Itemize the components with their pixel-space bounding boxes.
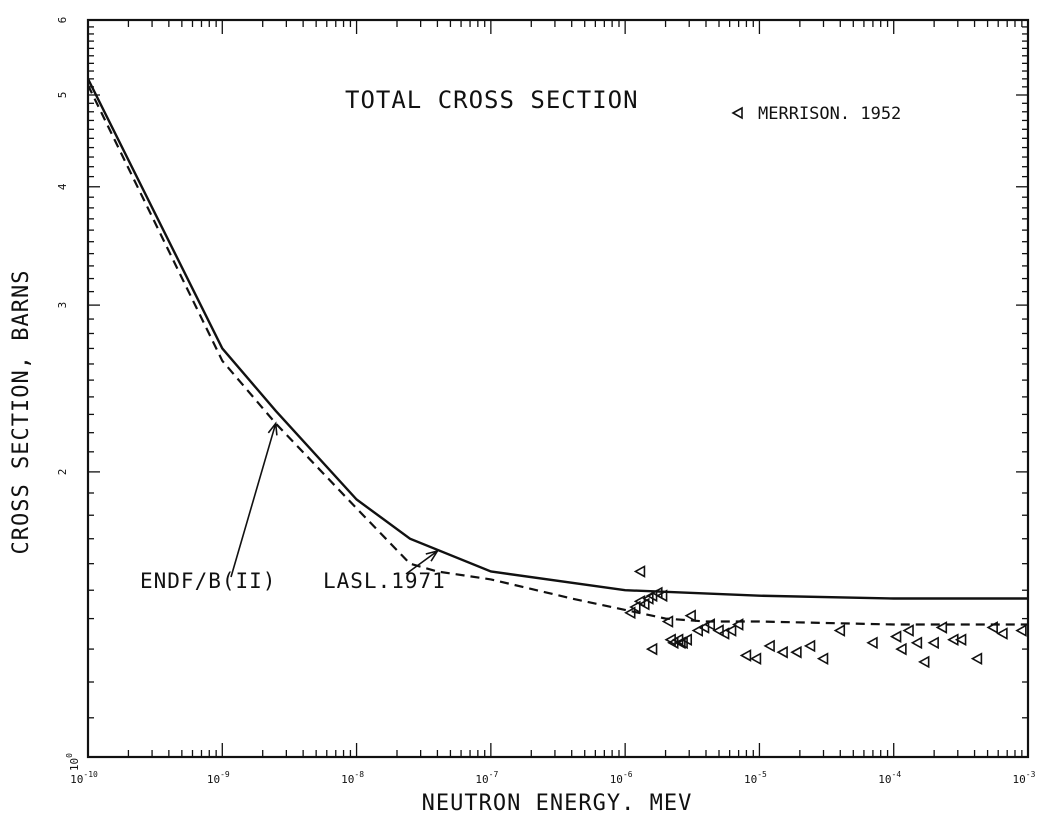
- merrison-data-point: [633, 565, 646, 578]
- x-tick-label: 10-4: [878, 770, 901, 786]
- x-tick-label: 10-6: [610, 770, 633, 786]
- annotation-lasl-1971: LASL.1971: [323, 569, 446, 593]
- merrison-data-point: [776, 645, 788, 659]
- merrison-data-point: [866, 636, 878, 650]
- annotations: ENDF/B(II) LASL.1971: [140, 421, 446, 593]
- y-tick-label: 5: [56, 92, 69, 99]
- merrison-data-point: [816, 652, 829, 666]
- merrison-data-point: [803, 639, 816, 653]
- series-line-lasl-1971: [87, 84, 1028, 626]
- x-tick-label: 10-9: [207, 770, 230, 786]
- data-markers: [624, 565, 1027, 669]
- merrison-data-point: [680, 633, 693, 647]
- series-line-endf-b-ii: [86, 78, 1028, 600]
- merrison-data-point: [918, 655, 930, 669]
- axis-ticks: [87, 19, 1028, 757]
- annotation-arrow: [230, 423, 277, 578]
- plot-frame: [86, 18, 1030, 759]
- merrison-data-point: [954, 633, 967, 647]
- x-tick-label: 10-10: [70, 770, 98, 786]
- x-tick-label: 10-5: [744, 770, 767, 786]
- merrison-data-point: [717, 627, 730, 640]
- chart-title: TOTAL CROSS SECTION: [345, 86, 639, 114]
- merrison-data-point: [910, 636, 923, 650]
- merrison-data-point: [664, 633, 676, 647]
- merrison-data-point: [691, 624, 704, 637]
- merrison-data-point: [661, 615, 674, 628]
- merrison-data-point: [895, 642, 907, 656]
- legend-marker-merrison-icon: [731, 106, 743, 120]
- merrison-data-point: [889, 630, 902, 643]
- x-tick-label: 10-7: [475, 770, 498, 786]
- merrison-data-point: [731, 618, 744, 631]
- merrison-data-point: [970, 652, 983, 666]
- axis-tick-labels: 10-10 10-9 10-8 10-7 10-6 10-5 10-4 10-3 100 2 3 4 5…: [56, 17, 1036, 786]
- merrison-data-point: [674, 636, 686, 650]
- y-axis-label: CROSS SECTION, BARNS: [9, 270, 34, 555]
- y-tick-label: 6: [56, 17, 69, 24]
- merrison-data-point: [833, 624, 846, 637]
- legend-label-merrison: MERRISON. 1952: [758, 104, 901, 124]
- y-tick-label: 3: [56, 302, 69, 309]
- arrow-head-icon: [425, 549, 440, 562]
- merrison-data-point: [645, 642, 658, 656]
- merrison-data-point: [790, 645, 802, 659]
- x-tick-label: 10-8: [341, 770, 364, 786]
- x-axis-label: NEUTRON ENERGY. MEV: [422, 791, 693, 816]
- merrison-data-point: [935, 621, 948, 634]
- merrison-data-point: [749, 652, 762, 666]
- series-layer: [86, 78, 1028, 626]
- merrison-data-point: [902, 624, 914, 637]
- y-tick-label: 2: [56, 469, 69, 476]
- arrow-head-icon: [267, 421, 278, 436]
- merrison-data-point: [697, 621, 710, 634]
- merrison-data-point: [1015, 624, 1027, 637]
- merrison-data-point: [703, 618, 716, 631]
- annotation-arrow: [405, 550, 438, 575]
- annotation-endf-b-ii: ENDF/B(II): [140, 569, 276, 593]
- merrison-data-point: [712, 624, 724, 637]
- merrison-data-point: [927, 636, 939, 650]
- merrison-data-point: [629, 600, 641, 614]
- merrison-data-point: [655, 589, 668, 603]
- y-tick-label: 4: [56, 183, 69, 190]
- x-tick-label: 10-3: [1013, 770, 1036, 786]
- merrison-data-point: [986, 621, 998, 634]
- legend: MERRISON. 1952: [731, 104, 901, 124]
- merrison-data-point: [739, 649, 752, 662]
- y-tick-label: 100: [65, 753, 81, 771]
- merrison-data-point: [724, 624, 737, 637]
- merrison-data-point: [638, 597, 650, 611]
- merrison-data-point: [684, 609, 696, 623]
- merrison-data-point: [763, 639, 775, 653]
- merrison-data-point: [624, 606, 636, 620]
- merrison-data-point: [996, 627, 1008, 640]
